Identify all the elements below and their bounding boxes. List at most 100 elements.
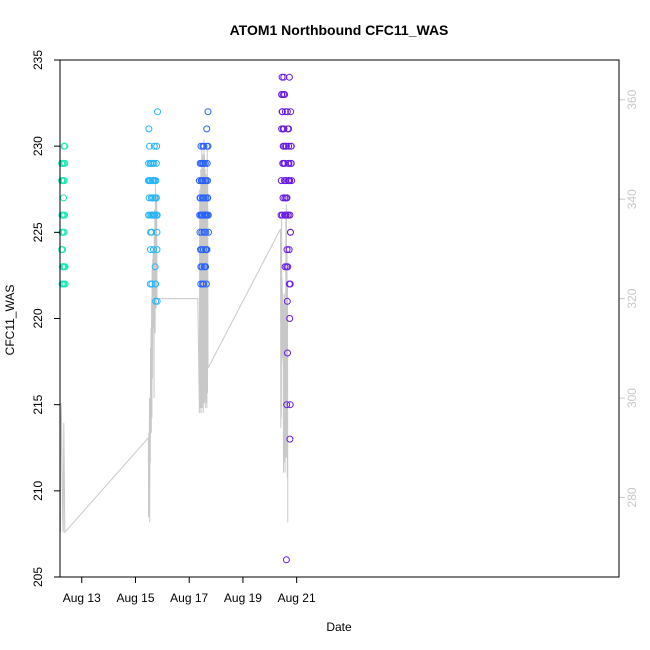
- data-point: [150, 211, 158, 219]
- data-point: [281, 108, 289, 116]
- data-point: [61, 263, 69, 271]
- data-point: [204, 108, 212, 116]
- data-point: [282, 142, 290, 150]
- y-tick-label: 225: [31, 222, 45, 242]
- data-point: [150, 246, 157, 254]
- data-point: [279, 125, 287, 133]
- chart-title: ATOM1 Northbound CFC11_WAS: [230, 22, 449, 38]
- data-point: [197, 211, 205, 219]
- data-point: [282, 556, 290, 564]
- data-point: [287, 159, 295, 167]
- data-point: [149, 177, 157, 185]
- data-point: [283, 246, 291, 254]
- data-point: [146, 142, 153, 150]
- data-point: [287, 228, 294, 236]
- data-point: [200, 263, 208, 271]
- scatter-points-layer: [58, 73, 296, 564]
- data-point: [154, 108, 161, 116]
- data-point: [287, 108, 295, 116]
- data-point: [202, 280, 210, 288]
- data-point: [153, 211, 161, 219]
- y2-tick-label: 320: [625, 288, 639, 308]
- data-point: [282, 194, 290, 202]
- data-point: [286, 435, 294, 443]
- data-point: [203, 246, 211, 254]
- data-point: [200, 228, 208, 236]
- data-point: [277, 177, 285, 185]
- data-point: [146, 177, 153, 185]
- data-point: [283, 263, 291, 271]
- data-point: [284, 125, 292, 133]
- data-point: [201, 211, 208, 219]
- data-point: [202, 177, 210, 185]
- data-point: [280, 159, 288, 167]
- data-point: [60, 177, 68, 185]
- data-point: [198, 177, 206, 185]
- data-point: [149, 194, 157, 202]
- data-point: [285, 142, 293, 150]
- data-point: [146, 159, 154, 167]
- data-point: [151, 263, 159, 271]
- data-point: [152, 280, 160, 288]
- data-point: [153, 142, 161, 150]
- data-point: [286, 315, 294, 322]
- y2-tick-label: 360: [625, 89, 639, 109]
- data-point: [286, 401, 294, 409]
- y-tick-label: 230: [31, 136, 45, 156]
- data-point: [203, 125, 211, 133]
- y-axis-label: CFC11_WAS: [3, 285, 17, 356]
- data-point: [60, 228, 68, 236]
- data-point: [199, 280, 207, 288]
- data-point: [278, 91, 286, 98]
- plot-frame: [59, 59, 620, 578]
- axes-layer: Aug 13 Aug 15 Aug 17 Aug 19 Aug 21 205 210 215 2…: [31, 50, 639, 605]
- x-tick-label: Aug 19: [224, 591, 262, 605]
- data-point: [197, 159, 205, 167]
- x-axis-label: Date: [326, 620, 352, 634]
- data-point: [287, 142, 295, 150]
- data-point: [281, 211, 289, 219]
- x-tick-label: Aug 13: [63, 591, 101, 605]
- y-tick-label: 220: [31, 308, 45, 328]
- data-point: [198, 246, 206, 254]
- data-point: [197, 194, 204, 202]
- x-tick-label: Aug 21: [278, 591, 316, 605]
- x-tick-label: Aug 17: [170, 591, 208, 605]
- x-tick-label: Aug 15: [116, 591, 154, 605]
- secondary-line-layer: [59, 139, 289, 534]
- data-point: [286, 211, 294, 219]
- data-point: [147, 228, 154, 236]
- data-point: [150, 142, 158, 150]
- data-point: [286, 280, 294, 288]
- data-point: [280, 142, 288, 150]
- data-point: [283, 297, 291, 305]
- data-point: [61, 159, 69, 167]
- y-tick-label: 205: [31, 567, 45, 587]
- y-tick-label: 210: [31, 481, 45, 501]
- data-point: [283, 401, 291, 409]
- data-point: [285, 73, 293, 81]
- data-point: [281, 91, 289, 98]
- data-point: [153, 297, 161, 305]
- data-point: [61, 211, 69, 219]
- y-tick-label: 235: [31, 50, 45, 70]
- data-point: [199, 142, 207, 150]
- data-point: [204, 142, 212, 150]
- y2-tick-label: 280: [625, 487, 639, 507]
- data-point: [61, 142, 69, 150]
- data-point: [61, 280, 69, 288]
- data-point: [152, 194, 160, 202]
- data-point: [205, 228, 212, 236]
- data-point: [284, 349, 291, 357]
- data-point: [200, 159, 208, 167]
- data-point: [202, 228, 210, 236]
- data-point: [199, 194, 207, 202]
- data-point: [278, 108, 286, 116]
- data-point: [283, 108, 291, 116]
- data-point: [150, 159, 158, 167]
- secondary-axis-trace: [59, 139, 289, 534]
- data-point: [204, 194, 211, 202]
- data-point: [285, 246, 293, 254]
- data-point: [284, 177, 292, 185]
